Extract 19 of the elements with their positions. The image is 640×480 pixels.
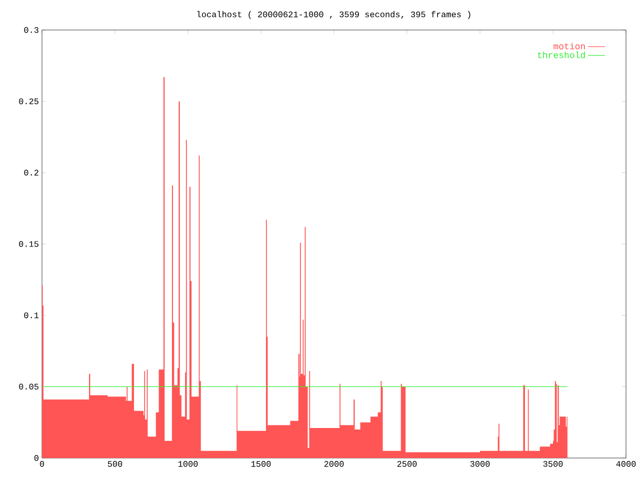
x-tick-label: 3000 xyxy=(470,461,490,467)
x-tick-label: 2000 xyxy=(324,461,344,467)
x-tick-label: 500 xyxy=(108,461,122,467)
y-tick-label: 0.3 xyxy=(24,27,38,33)
x-tick-label: 3500 xyxy=(543,461,563,467)
legend-label: threshold xyxy=(538,52,585,58)
chart-title: localhost ( 20000621-1000 , 3599 seconds, 395 frames ) xyxy=(197,11,470,19)
x-tick-label: 4000 xyxy=(616,461,636,467)
x-tick-label: 1500 xyxy=(251,461,271,467)
x-tick-label: 2500 xyxy=(397,461,417,467)
y-tick-label: 0.1 xyxy=(24,312,39,318)
y-tick-label: 0.15 xyxy=(19,241,38,247)
y-tick-label: 0.05 xyxy=(19,384,38,390)
legend-label: motion xyxy=(554,42,585,50)
x-tick-label: 0 xyxy=(40,461,44,467)
y-tick-label: 0 xyxy=(34,455,38,461)
y-tick-label: 0.25 xyxy=(19,98,38,104)
x-tick-label: 1000 xyxy=(178,461,198,467)
y-tick-label: 0.2 xyxy=(24,170,38,176)
